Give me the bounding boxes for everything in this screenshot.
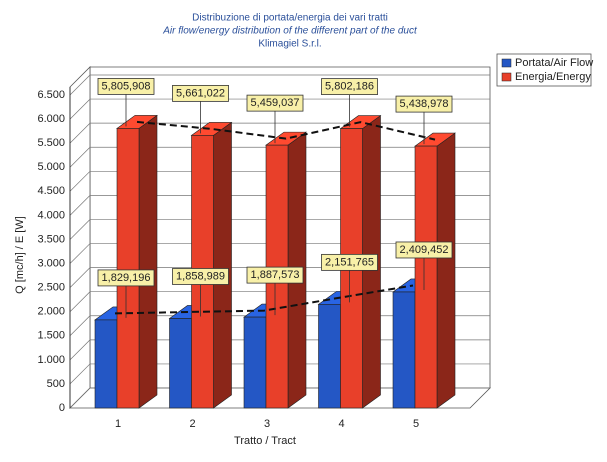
x-tick-label: 5 <box>413 418 419 430</box>
chart-company: Klimagiel S.r.l. <box>258 39 321 50</box>
value-label: 2,409,452 <box>400 244 449 256</box>
legend-label: Portata/Air Flow <box>515 57 593 69</box>
label-box <box>172 85 229 102</box>
label-box <box>246 94 304 112</box>
chart-title: Distribuzione di portata/energia dei var… <box>192 13 388 24</box>
value-label: 2,151,765 <box>325 256 374 268</box>
bar-side <box>436 132 456 409</box>
y-tick-label: 6.000 <box>37 113 65 125</box>
label-box <box>97 269 155 287</box>
bar <box>190 121 233 409</box>
bar-side <box>213 121 232 409</box>
bar-front <box>318 304 341 409</box>
value-label: 5,802,186 <box>325 81 374 93</box>
x-tick-label: 3 <box>264 418 270 430</box>
label-box <box>246 266 304 284</box>
y-tick-label: 2.000 <box>37 306 65 318</box>
x-tick-label: 1 <box>115 418 121 430</box>
bar <box>265 131 307 409</box>
bar-side <box>138 114 158 409</box>
bar-front <box>94 319 118 409</box>
y-tick-label: 5.000 <box>37 161 65 173</box>
x-tick-label: 2 <box>189 418 195 430</box>
y-tick-label: 1.500 <box>37 330 65 342</box>
value-label: 1,887,573 <box>251 269 300 281</box>
label-box <box>172 268 229 285</box>
y-tick-label: 0 <box>59 402 65 414</box>
y-axis-label: Q [mc/h] / E [W] <box>14 216 26 294</box>
bar-front <box>243 316 267 409</box>
value-label: 5,661,022 <box>176 87 225 99</box>
value-label: 5,805,908 <box>102 80 151 92</box>
label-box <box>97 78 155 95</box>
bar-front <box>414 145 438 409</box>
bar-front <box>392 291 416 409</box>
y-tick-label: 3.000 <box>37 257 65 269</box>
y-tick-label: 500 <box>47 378 65 390</box>
label-box <box>395 95 453 113</box>
value-label: 1,829,196 <box>102 272 151 284</box>
y-tick-label: 4.000 <box>37 209 65 221</box>
bar-front <box>169 318 192 409</box>
value-label: 5,459,037 <box>251 97 300 109</box>
y-tick-label: 3.500 <box>37 233 65 245</box>
legend-label: Energia/Energy <box>515 71 591 83</box>
label-box <box>321 78 378 96</box>
trend-line <box>114 284 414 315</box>
bar <box>116 114 158 409</box>
grid-line <box>69 74 490 96</box>
bar <box>414 132 456 409</box>
y-tick-label: 5.500 <box>37 137 65 149</box>
grid-line <box>69 98 490 120</box>
legend-swatch <box>501 72 512 82</box>
chart-subtitle: Air flow/energy distribution of the diff… <box>162 26 418 37</box>
trend-line <box>136 120 436 141</box>
y-tick-label: 2.500 <box>37 282 65 294</box>
legend-box <box>496 53 592 87</box>
value-label: 1,858,989 <box>176 270 225 282</box>
legend-swatch <box>501 58 512 68</box>
y-tick-label: 4.500 <box>37 185 65 197</box>
label-box <box>395 241 453 259</box>
bar-front <box>116 128 140 409</box>
label-box <box>321 253 378 271</box>
y-tick-label: 6.500 <box>37 89 65 101</box>
value-label: 5,438,978 <box>400 98 449 110</box>
x-axis-label: Tratto / Tract <box>234 435 296 447</box>
y-tick-label: 1.000 <box>37 354 65 366</box>
x-tick-label: 4 <box>338 418 344 430</box>
